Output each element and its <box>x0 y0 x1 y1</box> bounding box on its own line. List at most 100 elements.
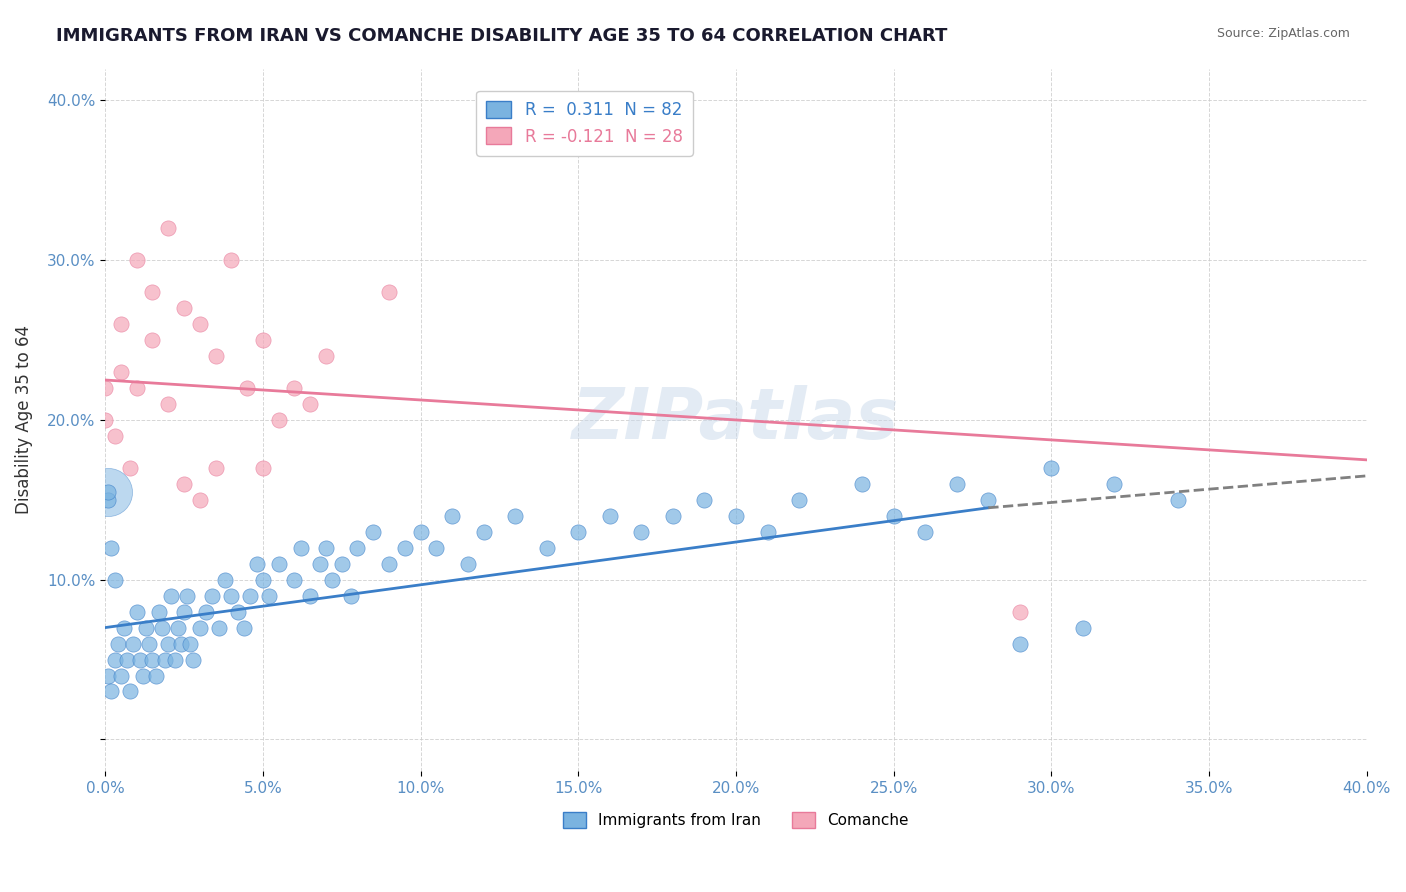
Point <box>157 221 180 235</box>
Point <box>125 381 148 395</box>
Point <box>567 524 589 539</box>
Point <box>141 285 163 300</box>
Point <box>267 413 290 427</box>
Point <box>148 605 170 619</box>
Point <box>252 333 274 347</box>
Point <box>157 636 180 650</box>
Point <box>346 541 368 555</box>
Point <box>208 621 231 635</box>
Point <box>361 524 384 539</box>
Point <box>110 365 132 379</box>
Point <box>315 541 337 555</box>
Point <box>173 301 195 315</box>
Legend: Immigrants from Iran, Comanche: Immigrants from Iran, Comanche <box>557 805 915 834</box>
Point <box>409 524 432 539</box>
Point <box>214 573 236 587</box>
Point <box>138 636 160 650</box>
Point <box>125 605 148 619</box>
Point <box>219 253 242 268</box>
Point <box>851 476 873 491</box>
Point <box>321 573 343 587</box>
Point <box>103 429 125 443</box>
Point <box>125 253 148 268</box>
Point <box>120 461 142 475</box>
Point <box>128 652 150 666</box>
Point <box>103 652 125 666</box>
Point <box>176 589 198 603</box>
Point <box>145 668 167 682</box>
Point <box>472 524 495 539</box>
Point <box>112 621 135 635</box>
Point <box>183 652 205 666</box>
Point <box>204 461 226 475</box>
Point <box>97 668 120 682</box>
Point <box>724 508 747 523</box>
Point <box>1071 621 1094 635</box>
Point <box>122 636 145 650</box>
Point <box>188 317 211 331</box>
Point <box>315 349 337 363</box>
Point <box>340 589 363 603</box>
Point <box>425 541 447 555</box>
Point <box>308 557 330 571</box>
Point <box>166 621 188 635</box>
Point <box>599 508 621 523</box>
Point <box>94 413 117 427</box>
Point <box>914 524 936 539</box>
Text: ZIPatlas: ZIPatlas <box>572 385 900 454</box>
Point <box>330 557 353 571</box>
Point <box>252 461 274 475</box>
Point <box>1008 636 1031 650</box>
Point <box>163 652 186 666</box>
Point <box>150 621 173 635</box>
Point <box>536 541 558 555</box>
Point <box>201 589 224 603</box>
Point <box>1167 492 1189 507</box>
Point <box>141 333 163 347</box>
Point <box>195 605 218 619</box>
Point <box>97 484 120 499</box>
Point <box>141 652 163 666</box>
Point <box>441 508 464 523</box>
Point <box>1008 605 1031 619</box>
Point <box>267 557 290 571</box>
Point <box>257 589 280 603</box>
Point <box>170 636 193 650</box>
Point <box>787 492 810 507</box>
Point <box>232 621 254 635</box>
Point <box>945 476 967 491</box>
Point <box>107 636 129 650</box>
Point <box>115 652 138 666</box>
Point <box>394 541 416 555</box>
Point <box>299 397 322 411</box>
Point <box>132 668 155 682</box>
Point <box>179 636 201 650</box>
Point <box>110 668 132 682</box>
Point <box>378 557 401 571</box>
Point <box>188 621 211 635</box>
Point <box>503 508 526 523</box>
Point <box>252 573 274 587</box>
Point <box>97 484 120 499</box>
Point <box>204 349 226 363</box>
Point <box>120 684 142 698</box>
Point <box>299 589 322 603</box>
Point <box>662 508 685 523</box>
Point <box>756 524 779 539</box>
Point <box>693 492 716 507</box>
Point <box>283 573 305 587</box>
Point <box>97 492 120 507</box>
Point <box>630 524 652 539</box>
Point <box>157 397 180 411</box>
Point <box>245 557 267 571</box>
Point <box>135 621 157 635</box>
Point <box>239 589 262 603</box>
Y-axis label: Disability Age 35 to 64: Disability Age 35 to 64 <box>15 326 32 515</box>
Point <box>173 476 195 491</box>
Point <box>219 589 242 603</box>
Point <box>283 381 305 395</box>
Point <box>160 589 183 603</box>
Point <box>457 557 479 571</box>
Point <box>153 652 176 666</box>
Point <box>236 381 259 395</box>
